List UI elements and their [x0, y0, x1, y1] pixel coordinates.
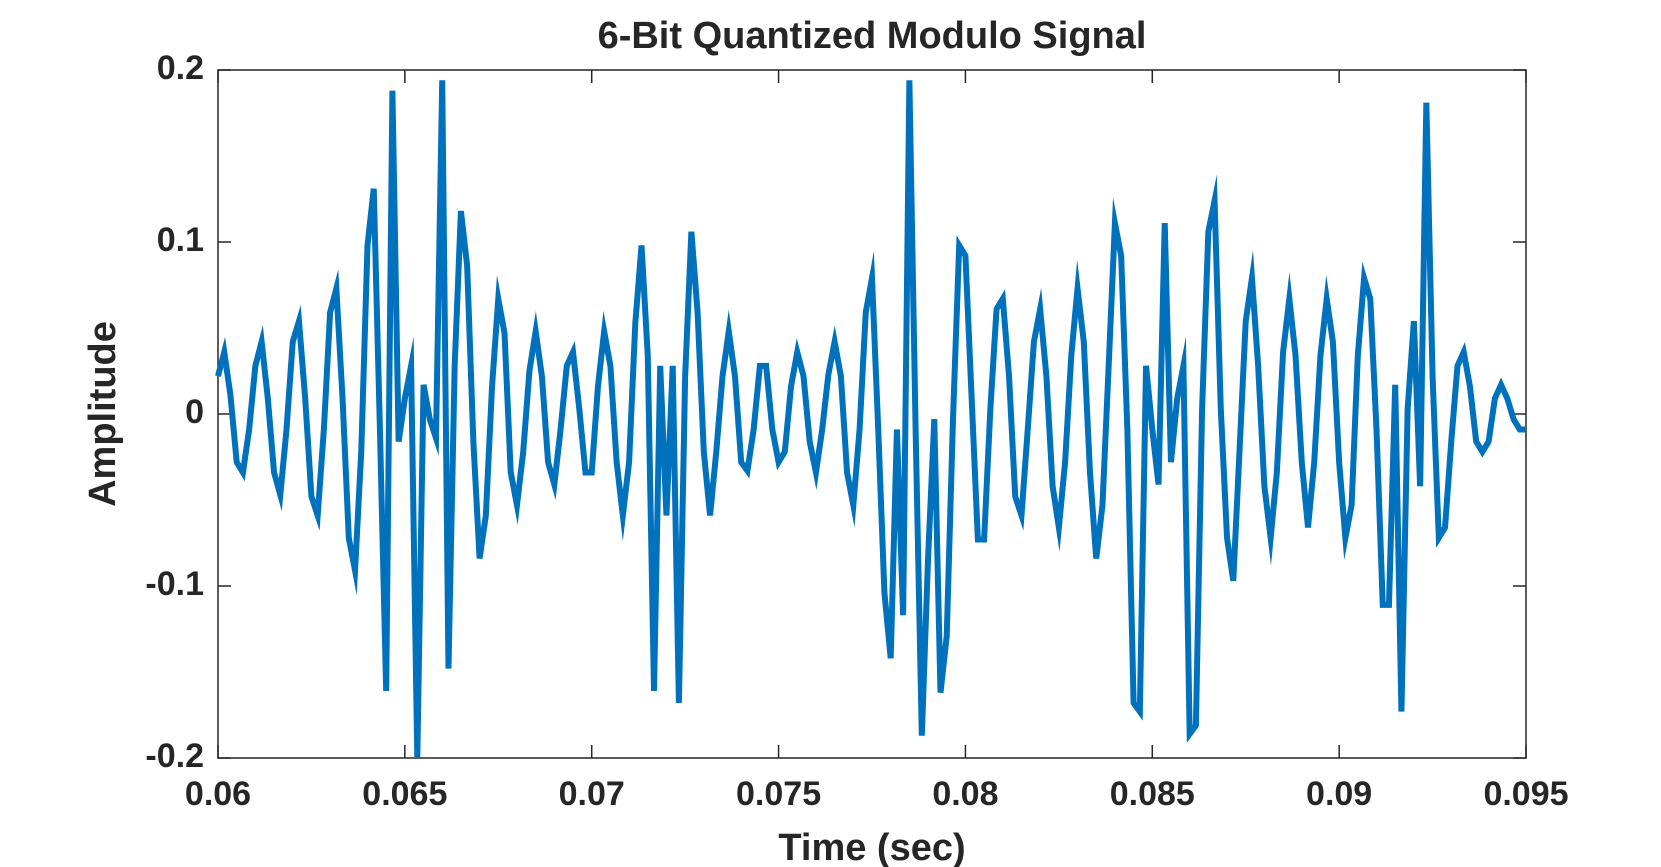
y-tick-label: 0 — [185, 393, 204, 431]
y-tick-label: 0.1 — [157, 221, 204, 259]
y-tick-label: -0.2 — [145, 737, 204, 775]
x-tick-label: 0.09 — [1306, 775, 1372, 813]
x-tick-label: 0.075 — [736, 775, 821, 813]
x-tick-label: 0.095 — [1483, 775, 1568, 813]
y-tick-label: 0.2 — [157, 49, 204, 87]
x-tick-label: 0.065 — [362, 775, 447, 813]
x-tick-label: 0.07 — [559, 775, 625, 813]
x-tick-label: 0.085 — [1110, 775, 1195, 813]
x-tick-label: 0.08 — [932, 775, 998, 813]
x-tick-label: 0.06 — [185, 775, 251, 813]
x-axis-label: Time (sec) — [778, 827, 965, 867]
chart-title: 6-Bit Quantized Modulo Signal — [598, 15, 1147, 57]
signal-line — [215, 80, 1526, 759]
y-axis-label: Amplitude — [82, 321, 124, 507]
y-tick-label: -0.1 — [145, 565, 204, 603]
